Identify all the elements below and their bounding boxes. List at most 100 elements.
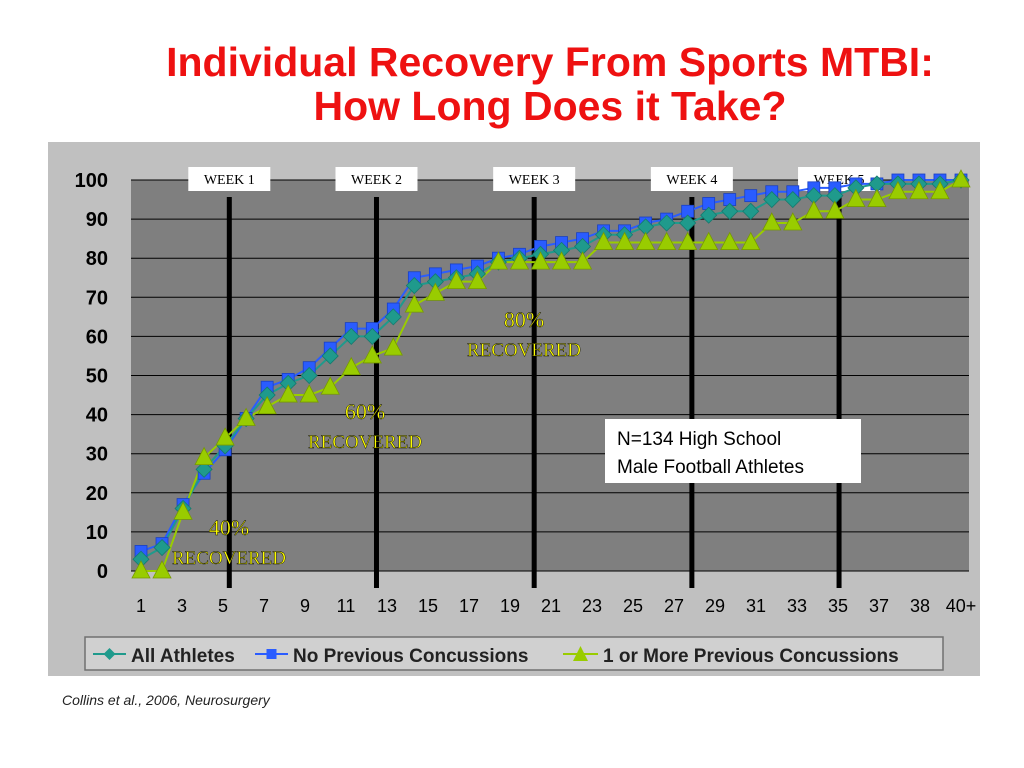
all-athletes-point: [363, 327, 381, 345]
x-tick-label: 35: [828, 596, 848, 616]
one-or-more-point: [783, 212, 803, 231]
y-tick-label: 90: [86, 209, 108, 231]
x-tick-label: 38: [910, 596, 930, 616]
one-or-more-point: [699, 231, 719, 250]
sample-note-box: [605, 419, 861, 483]
all-athletes-point: [342, 327, 360, 345]
one-or-more-point: [593, 231, 614, 250]
week-3-label-box: [493, 167, 576, 191]
all-athletes-point: [300, 366, 318, 385]
week-1-label: WEEK 1: [204, 173, 255, 188]
one-or-more-point: [404, 294, 424, 313]
sample-note-line-2: Male Football Athletes: [617, 457, 804, 478]
title-line-1: Individual Recovery From Sports MTBI:: [166, 39, 934, 85]
all-athletes-point: [742, 202, 760, 220]
all-athletes-point: [763, 190, 781, 209]
one-or-more-point: [173, 501, 193, 520]
all-athletes-point: [195, 460, 213, 478]
one-or-more-point: [383, 337, 403, 356]
y-tick-label: 0: [97, 561, 108, 583]
legend: All Athletes No Previous Concussions 1 o…: [84, 636, 944, 671]
one-or-more-point: [530, 251, 551, 270]
annotation-80: 80% RECOVERED: [467, 307, 581, 361]
annotation-40-text: RECOVERED: [172, 548, 286, 569]
one-or-more-point: [888, 180, 908, 200]
x-tick-label: 27: [664, 596, 684, 616]
x-tick-label: 15: [418, 596, 438, 616]
x-tick-label: 25: [623, 596, 643, 616]
all-athletes-point: [721, 202, 739, 220]
x-tick-label: 5: [218, 596, 228, 616]
all-athletes-point: [679, 214, 697, 232]
x-tick-label: 13: [377, 596, 397, 616]
week-2-label: WEEK 2: [351, 173, 402, 188]
x-tick-label: 3: [177, 596, 187, 616]
legend-all-athletes-label: All Athletes: [131, 646, 235, 667]
one-or-more-point: [741, 231, 761, 250]
legend-box: [84, 636, 944, 671]
x-tick-label: 31: [746, 596, 766, 616]
x-tick-label: 33: [787, 596, 807, 616]
no-previous-point: [744, 189, 758, 203]
one-or-more-point: [909, 180, 929, 200]
one-or-more-point: [825, 200, 845, 219]
y-tick-label: 20: [86, 483, 108, 505]
y-tick-label: 100: [75, 170, 108, 192]
one-or-more-point: [320, 376, 340, 395]
all-athletes-point: [784, 190, 802, 209]
chart-area: 0 10 20 30 40 50 60 70 80 90 100 1 3 5 7 9 11 13 15 17 19 21…: [48, 142, 980, 676]
all-athletes-point: [700, 206, 718, 224]
one-or-more-point: [152, 560, 172, 579]
y-tick-label: 60: [86, 326, 108, 348]
sample-note-line-1: N=134 High School: [617, 429, 781, 450]
legend-one-or-more-label: 1 or More Previous Concussions: [603, 646, 899, 667]
annotation-40: 40% RECOVERED: [172, 515, 286, 569]
annotation-60-text: RECOVERED: [308, 432, 422, 453]
y-tick-label: 40: [86, 405, 108, 427]
one-or-more-point: [867, 188, 887, 207]
x-tick-label: 7: [259, 596, 269, 616]
x-tick-label: 23: [582, 596, 602, 616]
one-or-more-point: [194, 446, 214, 466]
all-athletes-point: [321, 347, 339, 365]
y-tick-label: 30: [86, 444, 108, 466]
annotation-60-percent: 60%: [345, 399, 385, 424]
x-tick-label: 19: [500, 596, 520, 616]
one-or-more-point: [635, 231, 656, 250]
annotation-80-text: RECOVERED: [467, 340, 581, 361]
one-or-more-point: [572, 251, 593, 270]
one-or-more-point: [341, 356, 361, 376]
one-or-more-point: [951, 169, 971, 188]
all-athletes-point: [153, 538, 171, 557]
all-athletes-point: [384, 308, 402, 326]
one-or-more-point: [551, 251, 572, 270]
y-tick-label: 50: [86, 366, 108, 388]
series-line-2: [141, 179, 962, 572]
week-3-label: WEEK 3: [509, 173, 560, 188]
annotation-80-percent: 80%: [504, 307, 544, 332]
one-or-more-point: [446, 270, 467, 290]
one-or-more-point: [930, 180, 950, 200]
one-or-more-point: [614, 231, 635, 250]
x-tick-label: 1: [136, 596, 146, 616]
annotation-40-percent: 40%: [209, 515, 249, 540]
title-line-2: How Long Does it Take?: [313, 83, 787, 129]
one-or-more-point: [299, 384, 319, 403]
legend-no-previous-label: No Previous Concussions: [293, 646, 528, 667]
week-4-label-box: [650, 167, 733, 191]
x-tick-label: 40+: [946, 596, 977, 616]
one-or-more-point: [804, 200, 824, 219]
one-or-more-point: [467, 270, 488, 290]
one-or-more-point: [131, 560, 151, 579]
x-tick-label: 29: [705, 596, 725, 616]
one-or-more-point: [425, 282, 446, 301]
x-tick-label: 37: [869, 596, 889, 616]
legend-all-athletes-diamond: [103, 648, 116, 660]
page-title: Individual Recovery From Sports MTBI: Ho…: [100, 40, 1000, 128]
one-or-more-point: [678, 231, 698, 250]
week-1-label-box: [188, 167, 271, 191]
legend-one-or-more-triangle: [573, 646, 588, 661]
one-or-more-point: [257, 395, 277, 415]
week-4-label: WEEK 4: [666, 173, 717, 188]
one-or-more-point: [215, 427, 235, 446]
